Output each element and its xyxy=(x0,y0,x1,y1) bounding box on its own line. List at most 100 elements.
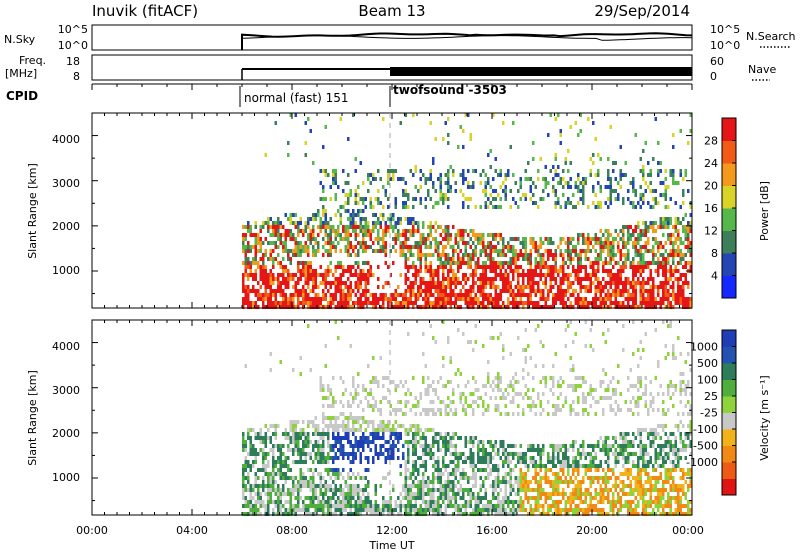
heatmap-cell xyxy=(535,249,538,253)
heatmap-cell xyxy=(282,484,285,488)
heatmap-cell xyxy=(560,297,563,301)
heatmap-cell xyxy=(657,289,660,293)
heatmap-cell xyxy=(540,277,543,281)
heatmap-cell xyxy=(597,181,600,185)
heatmap-cell xyxy=(507,265,510,269)
heatmap-cell xyxy=(407,456,410,460)
heatmap-cell xyxy=(622,197,625,201)
heatmap-cell xyxy=(442,253,445,257)
colorbar-segment xyxy=(722,163,736,186)
heatmap-cell xyxy=(272,484,275,488)
heatmap-cell xyxy=(342,452,345,456)
heatmap-cell xyxy=(512,269,515,273)
heatmap-cell xyxy=(542,257,545,261)
heatmap-cell xyxy=(555,281,558,285)
heatmap-cell xyxy=(412,504,415,508)
heatmap-cell xyxy=(500,508,503,512)
heatmap-cell xyxy=(397,177,400,181)
heatmap-cell xyxy=(495,245,498,249)
heatmap-cell xyxy=(647,261,650,265)
heatmap-cell xyxy=(555,205,558,209)
heatmap-cell xyxy=(287,508,290,512)
heatmap-cell xyxy=(300,221,303,225)
heatmap-cell xyxy=(537,285,540,289)
heatmap-cell xyxy=(402,496,405,500)
heatmap-cell xyxy=(512,245,515,249)
heatmap-cell xyxy=(405,181,408,185)
heatmap-cell xyxy=(347,404,350,408)
heatmap-cell xyxy=(245,273,248,277)
heatmap-cell xyxy=(337,233,340,237)
heatmap-cell xyxy=(427,285,430,289)
heatmap-cell xyxy=(350,225,353,229)
heatmap-cell xyxy=(505,261,508,265)
heatmap-cell xyxy=(347,269,350,273)
heatmap-cell xyxy=(687,261,690,265)
heatmap-cell xyxy=(432,181,435,185)
heatmap-cell xyxy=(340,492,343,496)
heatmap-cell xyxy=(582,197,585,201)
heatmap-cell xyxy=(505,472,508,476)
heatmap-cell xyxy=(512,237,515,241)
heatmap-cell xyxy=(595,137,598,141)
heatmap-cell xyxy=(565,293,568,297)
heatmap-cell xyxy=(275,257,278,261)
heatmap-cell xyxy=(435,273,438,277)
heatmap-cell xyxy=(675,229,678,233)
heatmap-cell xyxy=(575,121,578,125)
heatmap-cell xyxy=(662,273,665,277)
heatmap-cell xyxy=(635,293,638,297)
heatmap-cell xyxy=(315,301,318,305)
heatmap-cell xyxy=(505,253,508,257)
heatmap-cell xyxy=(320,225,323,229)
heatmap-cell xyxy=(515,285,518,289)
heatmap-cell xyxy=(485,392,488,396)
heatmap-cell xyxy=(442,229,445,233)
heatmap-cell xyxy=(650,221,653,225)
heatmap-cell xyxy=(652,261,655,265)
heatmap-cell xyxy=(507,456,510,460)
heatmap-cell xyxy=(547,297,550,301)
heatmap-cell xyxy=(320,456,323,460)
heatmap-cell xyxy=(432,161,435,165)
heatmap-cell xyxy=(412,245,415,249)
heatmap-cell xyxy=(430,289,433,293)
heatmap-cell xyxy=(262,484,265,488)
heatmap-cell xyxy=(385,460,388,464)
heatmap-cell xyxy=(672,233,675,237)
heatmap-cell xyxy=(580,249,583,253)
heatmap-cell xyxy=(622,289,625,293)
heatmap-cell xyxy=(482,504,485,508)
heatmap-cell xyxy=(440,408,443,412)
heatmap-cell xyxy=(442,261,445,265)
heatmap-cell xyxy=(562,253,565,257)
heatmap-cell xyxy=(452,281,455,285)
heatmap-cell xyxy=(322,197,325,201)
heatmap-cell xyxy=(452,273,455,277)
heatmap-cell xyxy=(480,249,483,253)
heatmap-cell xyxy=(252,488,255,492)
heatmap-cell xyxy=(472,400,475,404)
heatmap-cell xyxy=(292,297,295,301)
heatmap-cell xyxy=(452,460,455,464)
heatmap-cell xyxy=(447,253,450,257)
heatmap-cell xyxy=(407,452,410,456)
heatmap-cell xyxy=(425,452,428,456)
heatmap-cell xyxy=(437,301,440,305)
heatmap-cell xyxy=(375,404,378,408)
heatmap-cell xyxy=(305,121,308,125)
heatmap-cell xyxy=(615,273,618,277)
heatmap-cell xyxy=(480,253,483,257)
heatmap-cell xyxy=(472,253,475,257)
heatmap-cell xyxy=(307,217,310,221)
heatmap-cell xyxy=(372,376,375,380)
heatmap-cell xyxy=(467,297,470,301)
heatmap-cell xyxy=(380,424,383,428)
heatmap-cell xyxy=(600,241,603,245)
heatmap-cell xyxy=(440,484,443,488)
heatmap-cell xyxy=(585,265,588,269)
heatmap-cell xyxy=(245,261,248,265)
heatmap-cell xyxy=(325,492,328,496)
heatmap-cell xyxy=(367,281,370,285)
heatmap-cell xyxy=(310,265,313,269)
